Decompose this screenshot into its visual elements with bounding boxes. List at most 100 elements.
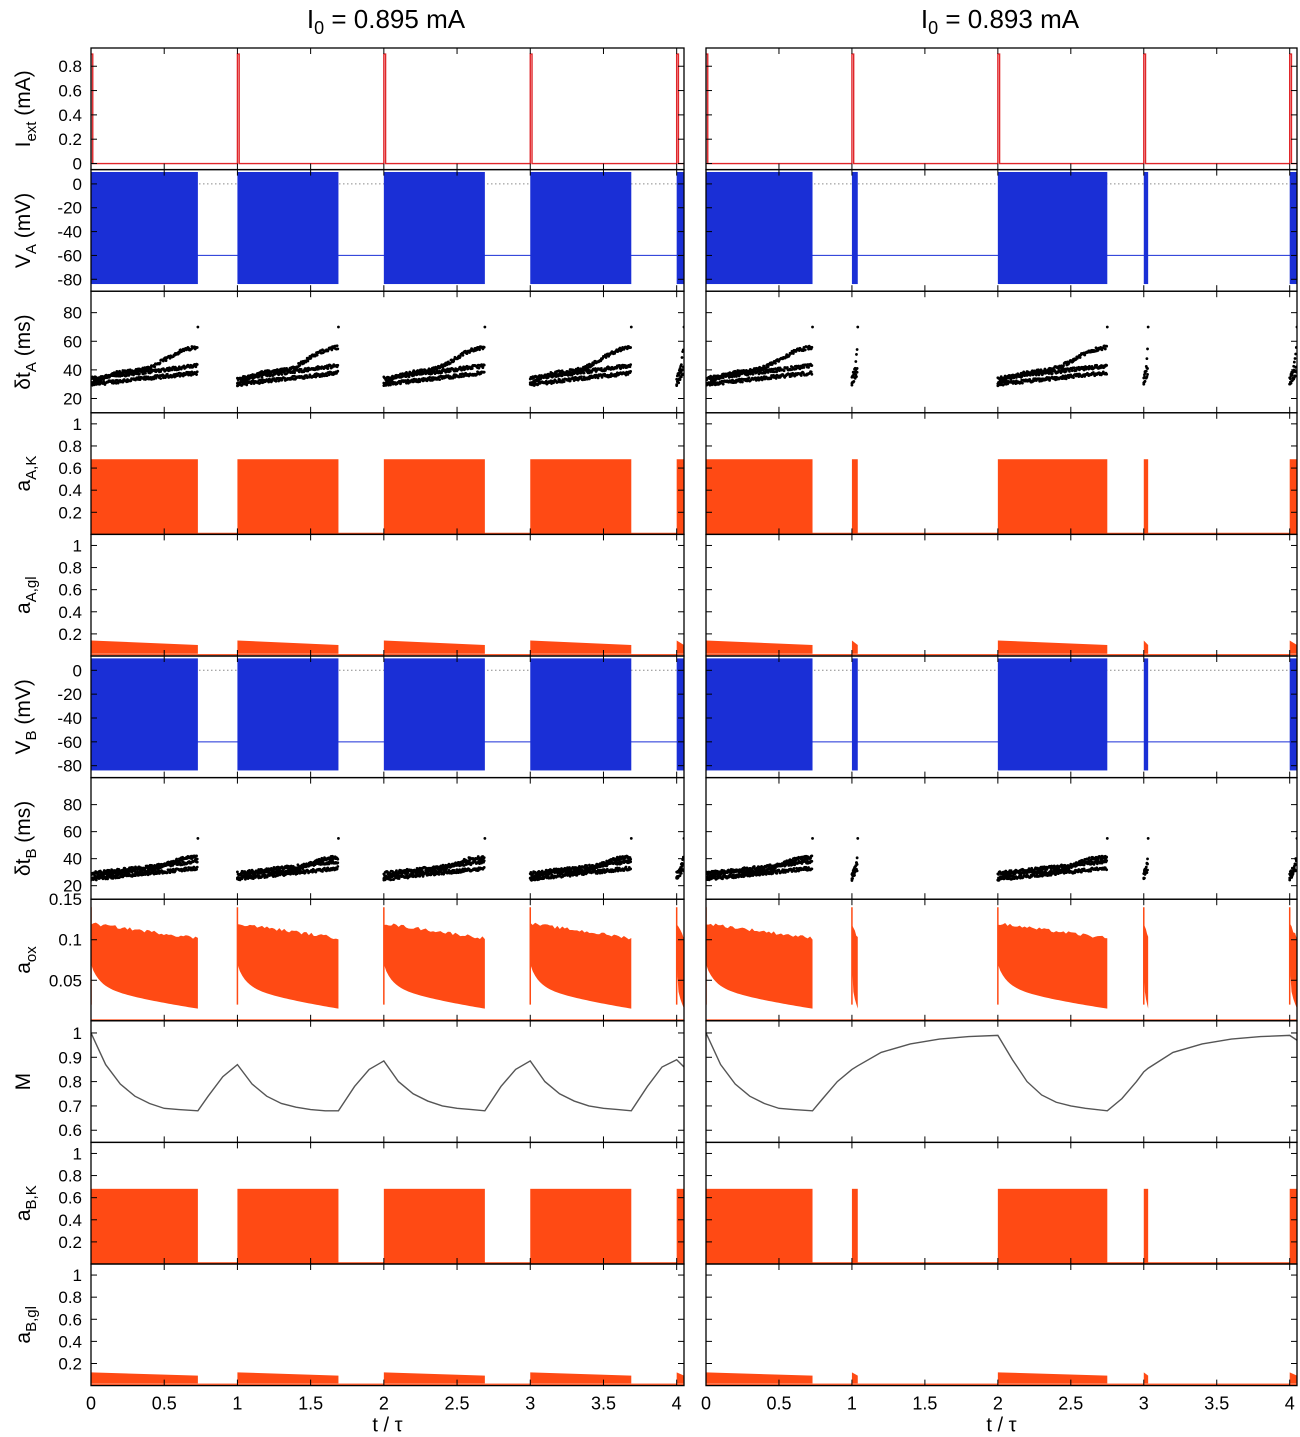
panel-dtA-col1 (705, 290, 1298, 414)
isi-point (679, 375, 683, 379)
y-tick-label: 1 (73, 536, 82, 555)
isi-point (762, 364, 766, 368)
isi-point (303, 376, 306, 380)
isi-point (596, 376, 600, 380)
ylabel-aAK: aA,K (12, 456, 40, 492)
voltage-burst (851, 171, 858, 285)
isi-point (855, 370, 859, 374)
y-tick-label: 0.2 (58, 503, 82, 522)
isi-point (440, 371, 444, 375)
isi-point (1020, 381, 1024, 385)
isi-point (389, 878, 393, 882)
isi-point (1105, 344, 1109, 348)
isi-point (389, 383, 392, 387)
isi-point (195, 854, 198, 858)
isi-point (1105, 364, 1109, 367)
isi-point (785, 366, 789, 369)
isi-point (336, 865, 340, 868)
voltage-burst (851, 658, 858, 771)
isi-point (154, 376, 158, 380)
activation-burst (91, 459, 198, 535)
isi-point (298, 363, 302, 367)
isi-point (102, 379, 106, 383)
isi-point (679, 363, 683, 367)
series-VB-col1 (706, 658, 1297, 771)
y-tick-label: 60 (63, 332, 82, 351)
activation-burst (1289, 459, 1297, 535)
voltage-burst (676, 171, 684, 285)
y-tick-label: 0.4 (58, 481, 82, 500)
isi-point (195, 363, 199, 366)
y-tick-label: 1 (73, 415, 82, 434)
isi-point (1096, 348, 1100, 352)
series-dtA-col1 (706, 325, 1297, 388)
isi-point (1072, 366, 1076, 370)
y-tick-label: 0.8 (58, 57, 82, 76)
isi-point (483, 837, 487, 840)
ylabel-dtA: δtA (ms) (12, 314, 40, 389)
activation-burst (676, 459, 684, 535)
voltage-burst (383, 658, 485, 771)
isi-point (1292, 360, 1296, 364)
isi-point (336, 347, 340, 351)
isi-point (678, 378, 682, 381)
glial-burst (1289, 640, 1297, 654)
voltage-burst (706, 171, 813, 285)
series-Iext-col0 (91, 53, 684, 165)
voltage-burst (383, 171, 485, 285)
panel-VA-col1 (705, 168, 1298, 292)
isi-point (159, 377, 163, 380)
isi-point (1289, 381, 1293, 385)
voltage-burst (1143, 171, 1149, 285)
isi-point (680, 356, 684, 359)
isi-point (407, 375, 411, 379)
isi-point (165, 871, 169, 875)
isi-point (392, 878, 396, 881)
isi-point (628, 365, 632, 369)
voltage-burst (91, 171, 198, 285)
isi-point (274, 379, 278, 383)
isi-point (1146, 325, 1150, 329)
voltage-burst (237, 658, 339, 771)
y-tick-label: 0.4 (58, 106, 82, 125)
y-tick-label: 0.8 (58, 559, 82, 578)
isi-point (315, 353, 319, 357)
y-tick-label: 0.2 (58, 130, 82, 149)
isi-point (810, 372, 814, 376)
series-VA-col0 (91, 171, 684, 285)
isi-point (740, 380, 744, 384)
isi-point (302, 869, 306, 873)
isi-point (1146, 347, 1149, 351)
y-tick-label: -80 (57, 270, 82, 289)
isi-point (1105, 325, 1109, 329)
isi-point (477, 366, 481, 370)
isi-point (791, 352, 795, 355)
y-tick-label: -20 (57, 685, 82, 704)
series-aAK-col1 (706, 459, 1297, 535)
glial-burst (530, 640, 632, 654)
isi-point (94, 878, 98, 882)
isi-point (293, 371, 296, 375)
isi-point (580, 375, 583, 379)
y-tick-label: 40 (63, 361, 82, 380)
isi-point (721, 382, 725, 386)
isi-point (1003, 374, 1007, 378)
y-tick-label: 0.4 (58, 603, 82, 622)
isi-point (260, 375, 264, 379)
isi-point (482, 859, 486, 863)
isi-point (175, 857, 179, 861)
glial-burst (676, 640, 684, 654)
isi-point (458, 365, 462, 369)
isi-point (1144, 369, 1148, 373)
y-tick-label: -40 (57, 223, 82, 242)
isi-point (111, 379, 115, 382)
activation-burst (530, 459, 632, 535)
y-tick-label: -40 (57, 709, 82, 728)
isi-point (1103, 347, 1107, 351)
panel-aAgl-col0: 0.20.40.60.81 (58, 533, 685, 657)
isi-point (677, 381, 681, 385)
isi-point (441, 863, 445, 867)
